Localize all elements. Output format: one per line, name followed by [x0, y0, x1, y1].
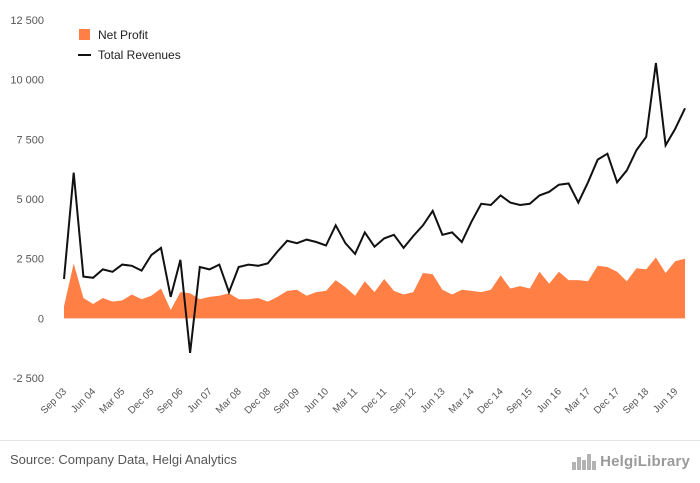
legend-label-total-revenues: Total Revenues — [98, 48, 181, 62]
helgi-library-logo: HelgiLibrary — [572, 449, 690, 473]
y-tick-label: 12 500 — [10, 15, 44, 27]
x-tick-label: Sep 06 — [155, 386, 185, 416]
x-tick-label: Sep 03 — [39, 386, 69, 416]
x-tick-label: Sep 09 — [272, 386, 302, 416]
source-note: Source: Company Data, Helgi Analytics — [10, 452, 237, 467]
net-profit-area — [64, 257, 685, 319]
city-skyline-icon — [572, 454, 597, 470]
chart-canvas: 12 500 10 000 7 500 5 000 2 500 0 -2 500 Sep 0… — [10, 15, 686, 417]
y-tick-label: 0 — [38, 313, 44, 325]
y-tick-label: -2 500 — [13, 373, 44, 385]
y-tick-label: 10 000 — [10, 75, 44, 87]
x-tick-label: Dec 17 — [592, 386, 622, 416]
legend-swatch-net-profit — [79, 29, 90, 40]
x-tick-label: Jun 07 — [186, 386, 215, 415]
footer: Source: Company Data, Helgi Analytics He… — [0, 440, 700, 483]
x-tick-label: Mar 05 — [98, 386, 128, 416]
legend: Net Profit Total Revenues — [78, 28, 181, 62]
x-tick-label: Dec 14 — [476, 386, 506, 416]
x-tick-label: Jun 10 — [302, 386, 331, 415]
x-tick-label: Mar 08 — [214, 386, 244, 416]
x-tick-label: Mar 17 — [563, 386, 593, 416]
y-tick-label: 2 500 — [16, 254, 44, 266]
x-tick-label: Mar 14 — [447, 386, 477, 416]
x-tick-label: Sep 12 — [388, 386, 418, 416]
x-tick-label: Mar 11 — [331, 386, 361, 416]
x-tick-label: Jun 13 — [419, 386, 448, 415]
total-revenues-line — [63, 62, 686, 354]
y-axis: 12 500 10 000 7 500 5 000 2 500 0 -2 500 — [10, 15, 44, 385]
y-tick-label: 5 000 — [16, 194, 44, 206]
x-tick-label: Dec 05 — [126, 386, 156, 416]
x-tick-label: Dec 11 — [360, 386, 390, 416]
logo-text: HelgiLibrary — [600, 452, 690, 470]
x-tick-label: Jun 16 — [535, 386, 564, 415]
x-tick-label: Dec 08 — [243, 386, 273, 416]
x-tick-label: Jun 19 — [651, 386, 680, 415]
x-tick-label: Sep 15 — [505, 386, 535, 416]
x-tick-label: Sep 18 — [621, 386, 651, 416]
legend-label-net-profit: Net Profit — [98, 28, 149, 42]
y-tick-label: 7 500 — [16, 134, 44, 146]
plot-area — [63, 62, 686, 354]
x-tick-label: Jun 04 — [69, 386, 98, 415]
